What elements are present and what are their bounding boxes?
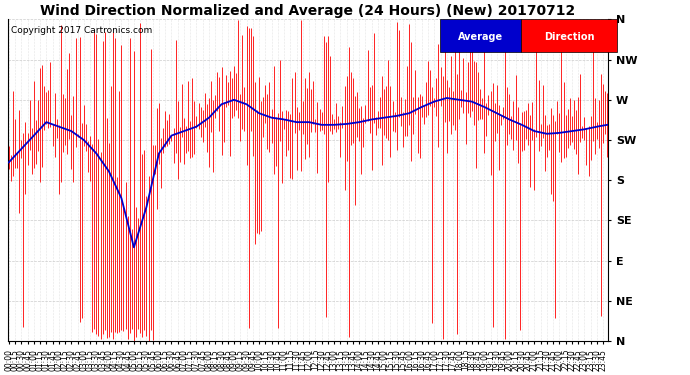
Text: Copyright 2017 Cartronics.com: Copyright 2017 Cartronics.com [11,26,152,35]
Bar [522,20,618,51]
Text: Average: Average [458,32,503,42]
Text: Direction: Direction [544,32,595,42]
Title: Wind Direction Normalized and Average (24 Hours) (New) 20170712: Wind Direction Normalized and Average (2… [41,4,575,18]
Bar [440,20,522,51]
